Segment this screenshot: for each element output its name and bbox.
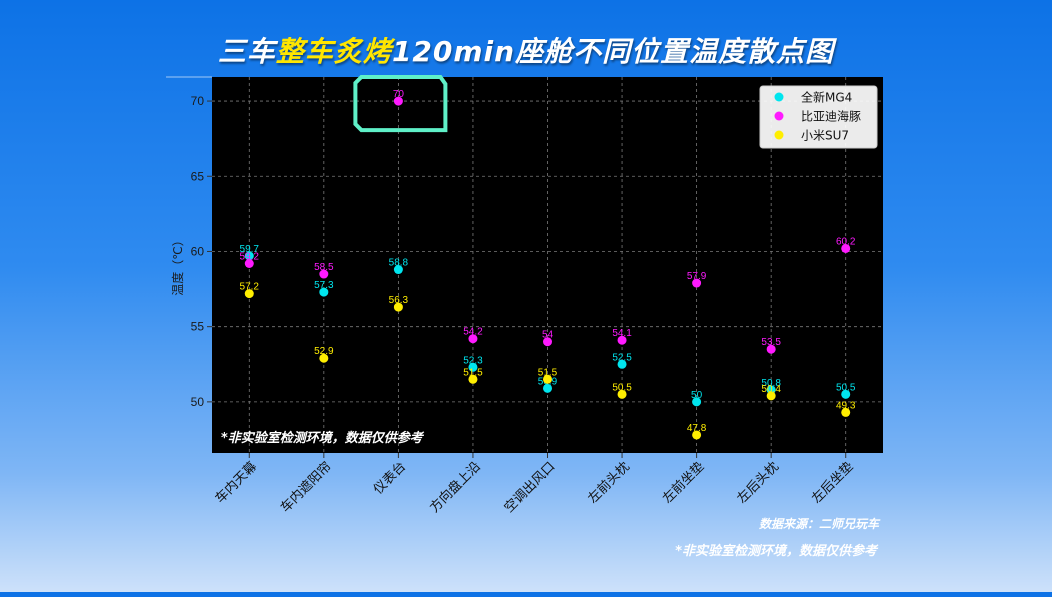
inner-disclaimer: *非实验室检测环境，数据仅供参考	[221, 430, 425, 446]
data-label: 47.8	[687, 423, 707, 434]
data-label: 50.5	[836, 382, 856, 393]
data-point	[244, 251, 254, 261]
legend-box	[759, 85, 878, 149]
legend-marker	[774, 130, 784, 140]
y-tick-label: 50	[191, 395, 205, 409]
x-tick-label: 左前头枕	[585, 459, 633, 507]
data-label: 57.9	[687, 271, 707, 282]
data-label: 60.2	[836, 236, 856, 247]
data-label: 56.3	[389, 295, 409, 306]
data-point	[393, 265, 403, 275]
y-axis-label: 温度（℃）	[170, 234, 185, 295]
x-tick-label: 左后头枕	[735, 459, 782, 506]
highlight-box	[353, 75, 448, 133]
x-tick-label: 左后坐垫	[808, 459, 856, 507]
data-point	[468, 362, 478, 372]
data-label: 58.5	[314, 262, 334, 273]
title-highlight: 整车炙烤	[275, 35, 392, 68]
data-point	[393, 302, 403, 312]
data-point	[319, 269, 329, 279]
data-label: 52.5	[612, 352, 632, 363]
data-point	[393, 96, 403, 106]
x-tick-label: 车内天幕	[212, 459, 260, 507]
data-point	[244, 289, 254, 299]
data-label: 49.3	[836, 400, 856, 411]
data-label: 58.8	[389, 258, 409, 269]
data-point	[617, 389, 627, 399]
data-point	[617, 359, 627, 369]
data-point	[692, 430, 702, 440]
data-point	[841, 243, 851, 253]
data-label: 54.2	[463, 327, 483, 338]
y-tick-label: 65	[191, 169, 205, 183]
legend-marker	[774, 111, 784, 121]
data-point	[692, 278, 702, 288]
data-label: 50.4	[761, 384, 781, 395]
data-label: 51.5	[463, 367, 483, 378]
data-label: 57.3	[314, 280, 334, 291]
data-point	[543, 374, 552, 384]
x-tick-label: 方向盘上沿	[426, 459, 483, 516]
x-tick-label: 空调出风口	[502, 459, 559, 516]
title-prefix: 三车	[217, 35, 276, 68]
data-source: 数据来源：二师兄玩车	[758, 517, 879, 531]
data-label: 54.1	[612, 328, 632, 339]
data-label: 51.5	[538, 367, 558, 378]
data-label: 50	[691, 390, 703, 401]
data-point	[244, 258, 254, 268]
data-point	[543, 337, 552, 347]
data-label: 50.8	[761, 378, 781, 389]
disclaimer-note: *非实验室检测环境，数据仅供参考	[675, 544, 877, 559]
x-tick-label: 车内遮阳帘	[277, 459, 334, 516]
legend-label: 比亚迪海豚	[801, 109, 861, 124]
data-point	[319, 353, 329, 363]
legend-label: 全新MG4	[801, 90, 852, 105]
y-tick-label: 60	[191, 244, 205, 258]
x-tick-label: 仪表台	[371, 459, 409, 497]
data-point	[468, 334, 478, 344]
data-point	[766, 344, 776, 354]
data-label: 50.5	[612, 382, 632, 393]
data-point	[692, 397, 702, 407]
data-point	[543, 383, 552, 393]
legend-label: 小米SU7	[801, 129, 849, 143]
data-label: 59.7	[240, 244, 260, 255]
title-suffix: 120min座舱不同位置温度散点图	[391, 35, 835, 68]
chart-title: 三车整车炙烤120min座舱不同位置温度散点图	[0, 30, 1052, 70]
data-point	[617, 335, 627, 345]
data-label: 52.9	[314, 346, 334, 357]
legend-marker	[774, 92, 784, 102]
y-tick-label: 70	[191, 94, 205, 108]
y-tick-label: 55	[191, 320, 205, 334]
data-point	[766, 391, 776, 401]
data-label: 70	[393, 89, 405, 100]
data-label: 53.5	[761, 337, 781, 348]
data-label: 59.2	[240, 251, 260, 262]
data-point	[841, 389, 851, 399]
data-label: 54	[542, 330, 554, 341]
data-point	[319, 287, 329, 297]
data-label: 57.2	[240, 282, 260, 293]
data-point	[468, 374, 478, 384]
x-tick-label: 左前坐垫	[659, 459, 707, 507]
data-point	[841, 407, 851, 417]
data-label: 52.3	[463, 355, 483, 366]
